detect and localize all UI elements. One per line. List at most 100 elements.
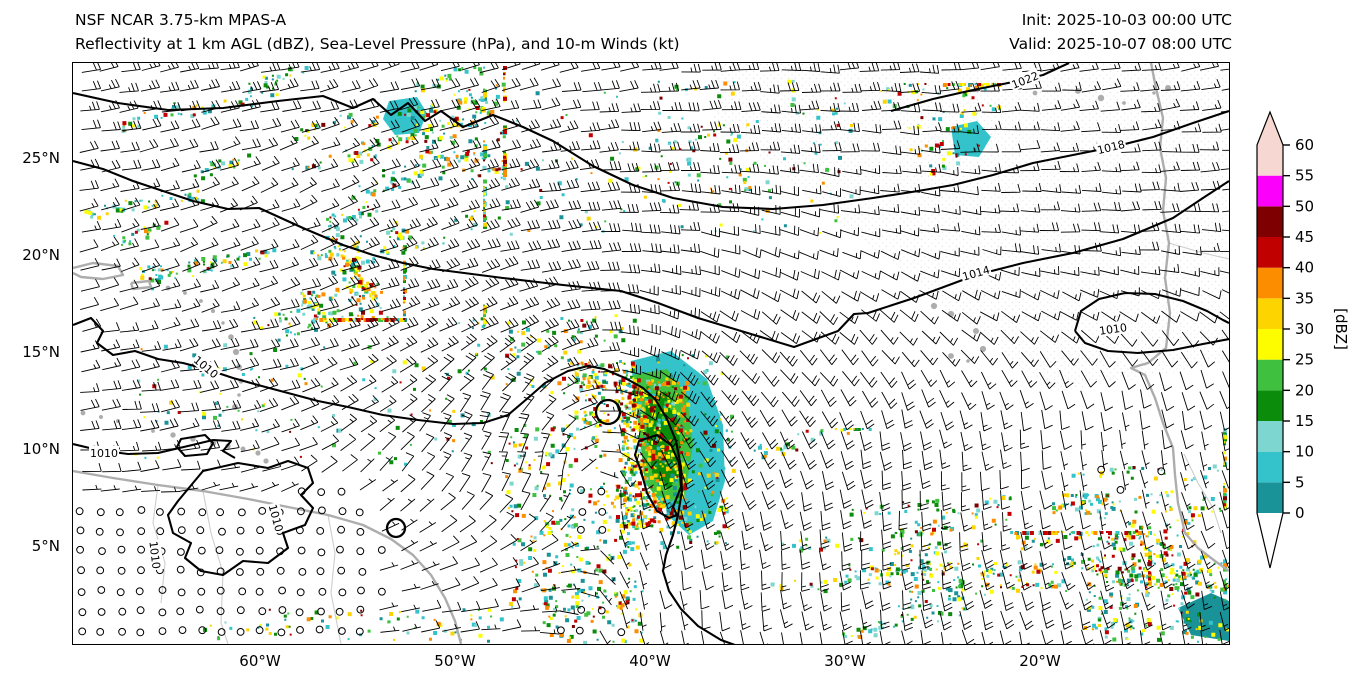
calm-wind-circle — [158, 586, 167, 594]
calm-wind-circle — [137, 506, 146, 514]
calm-wind-circle — [316, 527, 325, 535]
y-tick-label: 15°N — [22, 343, 60, 361]
calm-wind-circle — [136, 606, 145, 615]
colorbar-tick-label: 30 — [1295, 320, 1314, 338]
colorbar-band — [1257, 359, 1283, 391]
reflectivity-patch — [1178, 593, 1229, 641]
colorbar-tick-label: 50 — [1295, 197, 1314, 215]
calm-wind-circle — [1116, 486, 1125, 494]
island-dot — [1032, 90, 1038, 96]
colorbar-band — [1257, 482, 1283, 513]
calm-wind-circle — [356, 605, 365, 614]
calm-wind-circle — [577, 486, 585, 495]
calm-wind-circle — [617, 628, 626, 637]
pressure-contour-layer — [73, 63, 1229, 644]
island-dot — [221, 321, 225, 325]
reflectivity-patch — [951, 121, 991, 157]
isobar-1010-africa-top — [1073, 291, 1229, 332]
colorbar-band — [1257, 329, 1283, 360]
calm-wind-circle — [116, 588, 125, 597]
calm-wind-circle — [276, 547, 285, 556]
calm-wind-circle — [118, 607, 127, 616]
island-dot — [151, 429, 155, 433]
calm-wind-circle — [317, 607, 325, 616]
x-tick-label: 50°W — [434, 652, 476, 670]
calm-wind-circle — [96, 508, 105, 517]
island-dot — [263, 458, 269, 464]
colorbar: 0 5 10 15 20 25 30 35 40 45 50 55 60 [dBZ] — [1256, 110, 1349, 569]
calm-wind-circle — [255, 546, 264, 555]
isobar-label: 1010 — [146, 539, 164, 571]
calm-wind-circle — [216, 607, 225, 616]
calm-wind-circle — [357, 586, 365, 595]
calm-wind-circle — [296, 588, 305, 597]
svg-text:1010: 1010 — [90, 447, 118, 460]
calm-wind-circle — [216, 586, 225, 595]
colorbar-tick-label: 45 — [1295, 228, 1314, 246]
calm-wind-circle — [76, 526, 85, 535]
calm-wind-circle — [215, 546, 224, 555]
calm-wind-circle — [377, 546, 386, 554]
isobar-1010-africa-bot — [1074, 330, 1229, 355]
calm-wind-circle — [316, 567, 325, 576]
calm-wind-circle — [196, 568, 205, 577]
calm-wind-circle — [195, 605, 204, 614]
calm-wind-circle — [78, 627, 87, 636]
country-border — [1183, 453, 1222, 534]
calm-wind-circle — [255, 587, 264, 596]
calm-wind-circle — [137, 545, 145, 554]
calm-wind-circle — [97, 608, 106, 616]
island-dot — [237, 393, 241, 397]
colorbar-band — [1257, 267, 1283, 299]
x-tick-label: 30°W — [824, 652, 866, 670]
calm-wind-circle — [355, 508, 364, 517]
island-dot — [255, 450, 261, 456]
init-time-label: Init: 2025-10-03 00:00 UTC — [1021, 11, 1232, 29]
calm-wind-circle — [236, 526, 245, 535]
calm-wind-circle — [256, 526, 265, 535]
colorbar-axis-label: [dBZ] — [1332, 308, 1349, 350]
calm-wind-circle — [597, 606, 606, 615]
calm-wind-circle — [77, 566, 86, 575]
calm-wind-circle — [297, 546, 306, 555]
calm-wind-circle — [76, 545, 84, 554]
country-border — [202, 490, 229, 644]
colorbar-over-arrow — [1257, 112, 1283, 145]
calm-wind-circle — [75, 507, 84, 516]
island-dot — [228, 334, 234, 340]
calm-wind-circle — [255, 626, 264, 635]
calm-wind-circle — [158, 608, 167, 617]
calm-wind-circle — [598, 508, 607, 516]
calm-wind-circle — [577, 525, 585, 534]
calm-wind-circle — [196, 526, 205, 535]
x-tick-label: 40°W — [629, 652, 671, 670]
calm-wind-circle — [236, 606, 245, 615]
island-dot — [1165, 85, 1171, 91]
calm-wind-circle — [278, 606, 287, 614]
colorbar-tick-label: 40 — [1295, 259, 1314, 277]
wind-barb-layer — [75, 63, 1229, 644]
calm-wind-circle — [276, 566, 285, 575]
colorbar-tick-label: 15 — [1295, 412, 1314, 430]
calm-wind-circle — [116, 528, 124, 537]
calm-wind-circle — [256, 567, 265, 576]
isobar-closed-sa-loop-small — [175, 433, 215, 458]
island-dot — [966, 359, 970, 363]
isobar-closed-sa-loop-big — [166, 459, 315, 577]
calm-wind-circle — [158, 627, 167, 635]
island-dot — [930, 302, 938, 310]
island-dot — [199, 299, 203, 303]
calm-wind-circle — [315, 625, 324, 634]
calm-wind-circle — [236, 628, 245, 636]
country-border — [327, 514, 342, 644]
figure-title: NSF NCAR 3.75-km MPAS-A — [75, 11, 287, 29]
calm-wind-circle — [298, 568, 307, 576]
y-tick-label: 20°N — [22, 246, 60, 264]
calm-wind-circle — [115, 508, 124, 517]
calm-wind-circle — [198, 508, 207, 517]
wind-barbs — [79, 63, 1229, 644]
calm-wind-circle — [356, 547, 365, 556]
calm-wind-circle — [378, 587, 386, 596]
